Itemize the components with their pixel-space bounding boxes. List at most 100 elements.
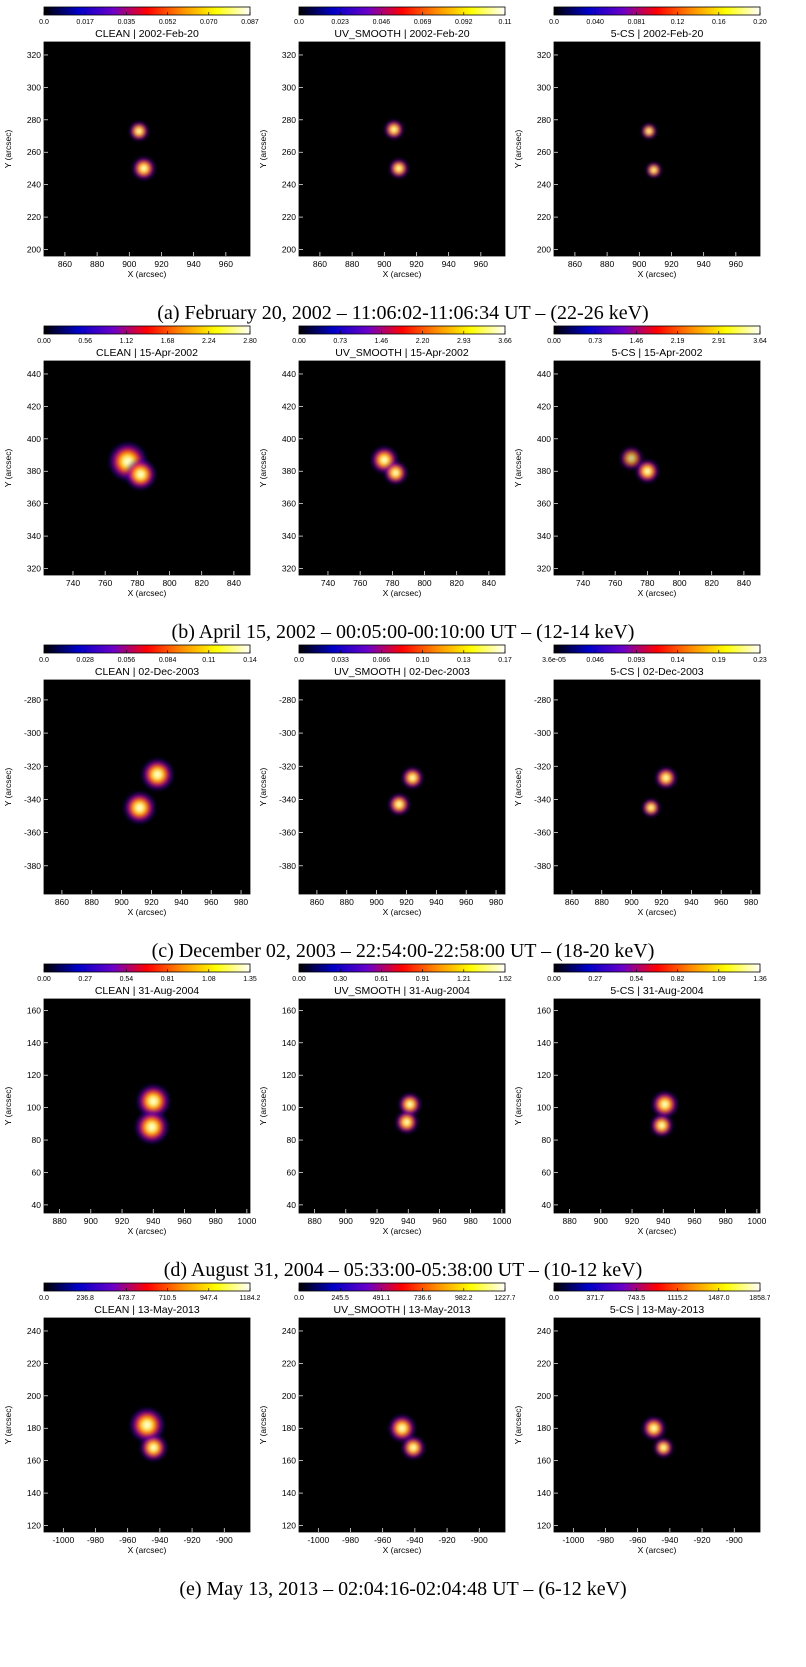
colorbar-tick-label: 0.0 xyxy=(294,1295,304,1302)
colorbar xyxy=(43,6,251,16)
x-tick-label: 740 xyxy=(576,578,590,588)
colorbar-tick-label: 0.093 xyxy=(628,657,646,664)
colorbar xyxy=(43,963,251,973)
x-tick-label: 980 xyxy=(489,897,503,907)
x-tick-label: 940 xyxy=(684,897,698,907)
x-tick-label: 900 xyxy=(84,1216,98,1226)
heatmap-svg: 0.0 0.033 0.066 0.10 0.13 0.17 UV_SMOOTH | 02-… xyxy=(258,644,512,917)
y-tick-label: -320 xyxy=(279,761,296,771)
colorbar-tick-label: 473.7 xyxy=(118,1295,136,1302)
colorbar-tick-label: 1.35 xyxy=(243,976,257,983)
colorbar xyxy=(43,325,251,335)
plot-title: 5-CS | 2002-Feb-20 xyxy=(611,28,704,40)
x-tick-label: 920 xyxy=(409,259,423,269)
x-tick-label: 920 xyxy=(399,897,413,907)
x-tick-label: -920 xyxy=(184,1535,201,1545)
colorbar-tick-label: 743.5 xyxy=(628,1295,646,1302)
colorbar-tick-label: 0.54 xyxy=(630,976,644,983)
panel-clean-b: 0.00 0.56 1.12 1.68 2.24 2.80 CLEAN | 15-Apr-2… xyxy=(0,319,260,619)
emission-source xyxy=(139,1433,168,1462)
x-tick-label: -940 xyxy=(661,1535,678,1545)
colorbar-tick-label: 0.052 xyxy=(159,19,177,26)
y-tick-label: 180 xyxy=(27,1423,41,1433)
x-tick-label: 880 xyxy=(90,259,104,269)
y-tick-label: 320 xyxy=(27,50,41,60)
colorbar-tick-label: 0.092 xyxy=(455,19,473,26)
y-tick-label: 320 xyxy=(282,50,296,60)
y-tick-label: 420 xyxy=(27,401,41,411)
y-tick-label: 360 xyxy=(282,499,296,509)
y-tick-label: 80 xyxy=(542,1135,552,1145)
y-tick-label: 280 xyxy=(27,115,41,125)
x-tick-label: 800 xyxy=(672,578,686,588)
colorbar-tick-label: 3.64 xyxy=(753,338,767,345)
x-tick-label: 960 xyxy=(177,1216,191,1226)
y-tick-label: 320 xyxy=(537,564,551,574)
y-tick-label: 160 xyxy=(282,1456,296,1466)
panel-5cs-c: 3.6e-05 0.046 0.093 0.14 0.19 0.23 5-CS | 02-D… xyxy=(510,638,770,938)
colorbar-tick-label: 1227.7 xyxy=(494,1295,515,1302)
x-tick-label: -960 xyxy=(374,1535,391,1545)
emission-source xyxy=(383,460,408,485)
colorbar-tick-label: 0.81 xyxy=(161,976,175,983)
y-axis-label: Y (arcsec) xyxy=(513,1406,523,1445)
emission-source xyxy=(128,121,150,142)
colorbar-tick-label: 0.12 xyxy=(671,19,685,26)
y-tick-label: 160 xyxy=(282,1005,296,1015)
x-tick-label: 900 xyxy=(377,259,391,269)
y-tick-label: 400 xyxy=(537,434,551,444)
colorbar xyxy=(298,644,506,654)
colorbar xyxy=(298,963,506,973)
colorbar-tick-label: 2.93 xyxy=(457,338,471,345)
emission-source xyxy=(645,162,662,179)
x-tick-label: 900 xyxy=(339,1216,353,1226)
panel-clean-e: 0.0 236.8 473.7 710.5 947.4 1184.2 CLEAN | 13-… xyxy=(0,1276,261,1576)
x-tick-label: 920 xyxy=(115,1216,129,1226)
colorbar-tick-label: 1.68 xyxy=(161,338,175,345)
colorbar-tick-label: 1.46 xyxy=(375,338,389,345)
colorbar-tick-label: 947.4 xyxy=(200,1295,218,1302)
heatmap-svg: 0.0 236.8 473.7 710.5 947.4 1184.2 CLEAN | 13-… xyxy=(3,1282,261,1555)
y-axis-label: Y (arcsec) xyxy=(258,130,268,169)
colorbar-tick-label: 710.5 xyxy=(159,1295,177,1302)
y-tick-label: 160 xyxy=(537,1456,551,1466)
y-tick-label: 280 xyxy=(537,115,551,125)
y-tick-label: 80 xyxy=(32,1135,42,1145)
y-tick-label: 300 xyxy=(27,82,41,92)
x-tick-label: 860 xyxy=(310,897,324,907)
y-tick-label: 200 xyxy=(27,1391,41,1401)
y-axis-label: Y (arcsec) xyxy=(3,449,13,488)
colorbar-tick-label: 1.08 xyxy=(202,976,216,983)
x-tick-label: 800 xyxy=(417,578,431,588)
y-tick-label: -340 xyxy=(24,794,41,804)
colorbar-tick-label: 0.00 xyxy=(292,338,306,345)
x-tick-label: 860 xyxy=(55,897,69,907)
emission-source xyxy=(398,1092,422,1117)
colorbar-tick-label: 1858.7 xyxy=(749,1295,770,1302)
x-tick-label: 780 xyxy=(130,578,144,588)
x-tick-label: 900 xyxy=(632,259,646,269)
colorbar-tick-label: 0.00 xyxy=(37,976,51,983)
colorbar-tick-label: 371.7 xyxy=(586,1295,604,1302)
emission-source xyxy=(388,158,409,179)
x-tick-label: 860 xyxy=(313,259,327,269)
colorbar-tick-label: 0.82 xyxy=(671,976,685,983)
y-tick-label: -380 xyxy=(24,861,41,871)
panel-5cs-a: 0.0 0.040 0.081 0.12 0.16 0.20 5-CS | 2002-Feb… xyxy=(510,0,770,300)
x-axis-label: X (arcsec) xyxy=(638,269,677,279)
colorbar xyxy=(553,6,761,16)
x-tick-label: 880 xyxy=(600,259,614,269)
emission-source xyxy=(635,459,660,484)
y-axis-label: Y (arcsec) xyxy=(513,1087,523,1126)
y-tick-label: 240 xyxy=(27,1326,41,1336)
y-tick-label: 120 xyxy=(27,1521,41,1531)
plot-title: 5-CS | 31-Aug-2004 xyxy=(610,985,703,997)
x-tick-label: -980 xyxy=(597,1535,614,1545)
plot-title: UV_SMOOTH | 31-Aug-2004 xyxy=(334,985,470,997)
colorbar-tick-label: 0.0 xyxy=(549,19,559,26)
colorbar-tick-label: 1.46 xyxy=(630,338,644,345)
x-tick-label: 940 xyxy=(401,1216,415,1226)
x-tick-label: 880 xyxy=(85,897,99,907)
colorbar-tick-label: 0.0 xyxy=(549,1295,559,1302)
x-tick-label: -960 xyxy=(119,1535,136,1545)
